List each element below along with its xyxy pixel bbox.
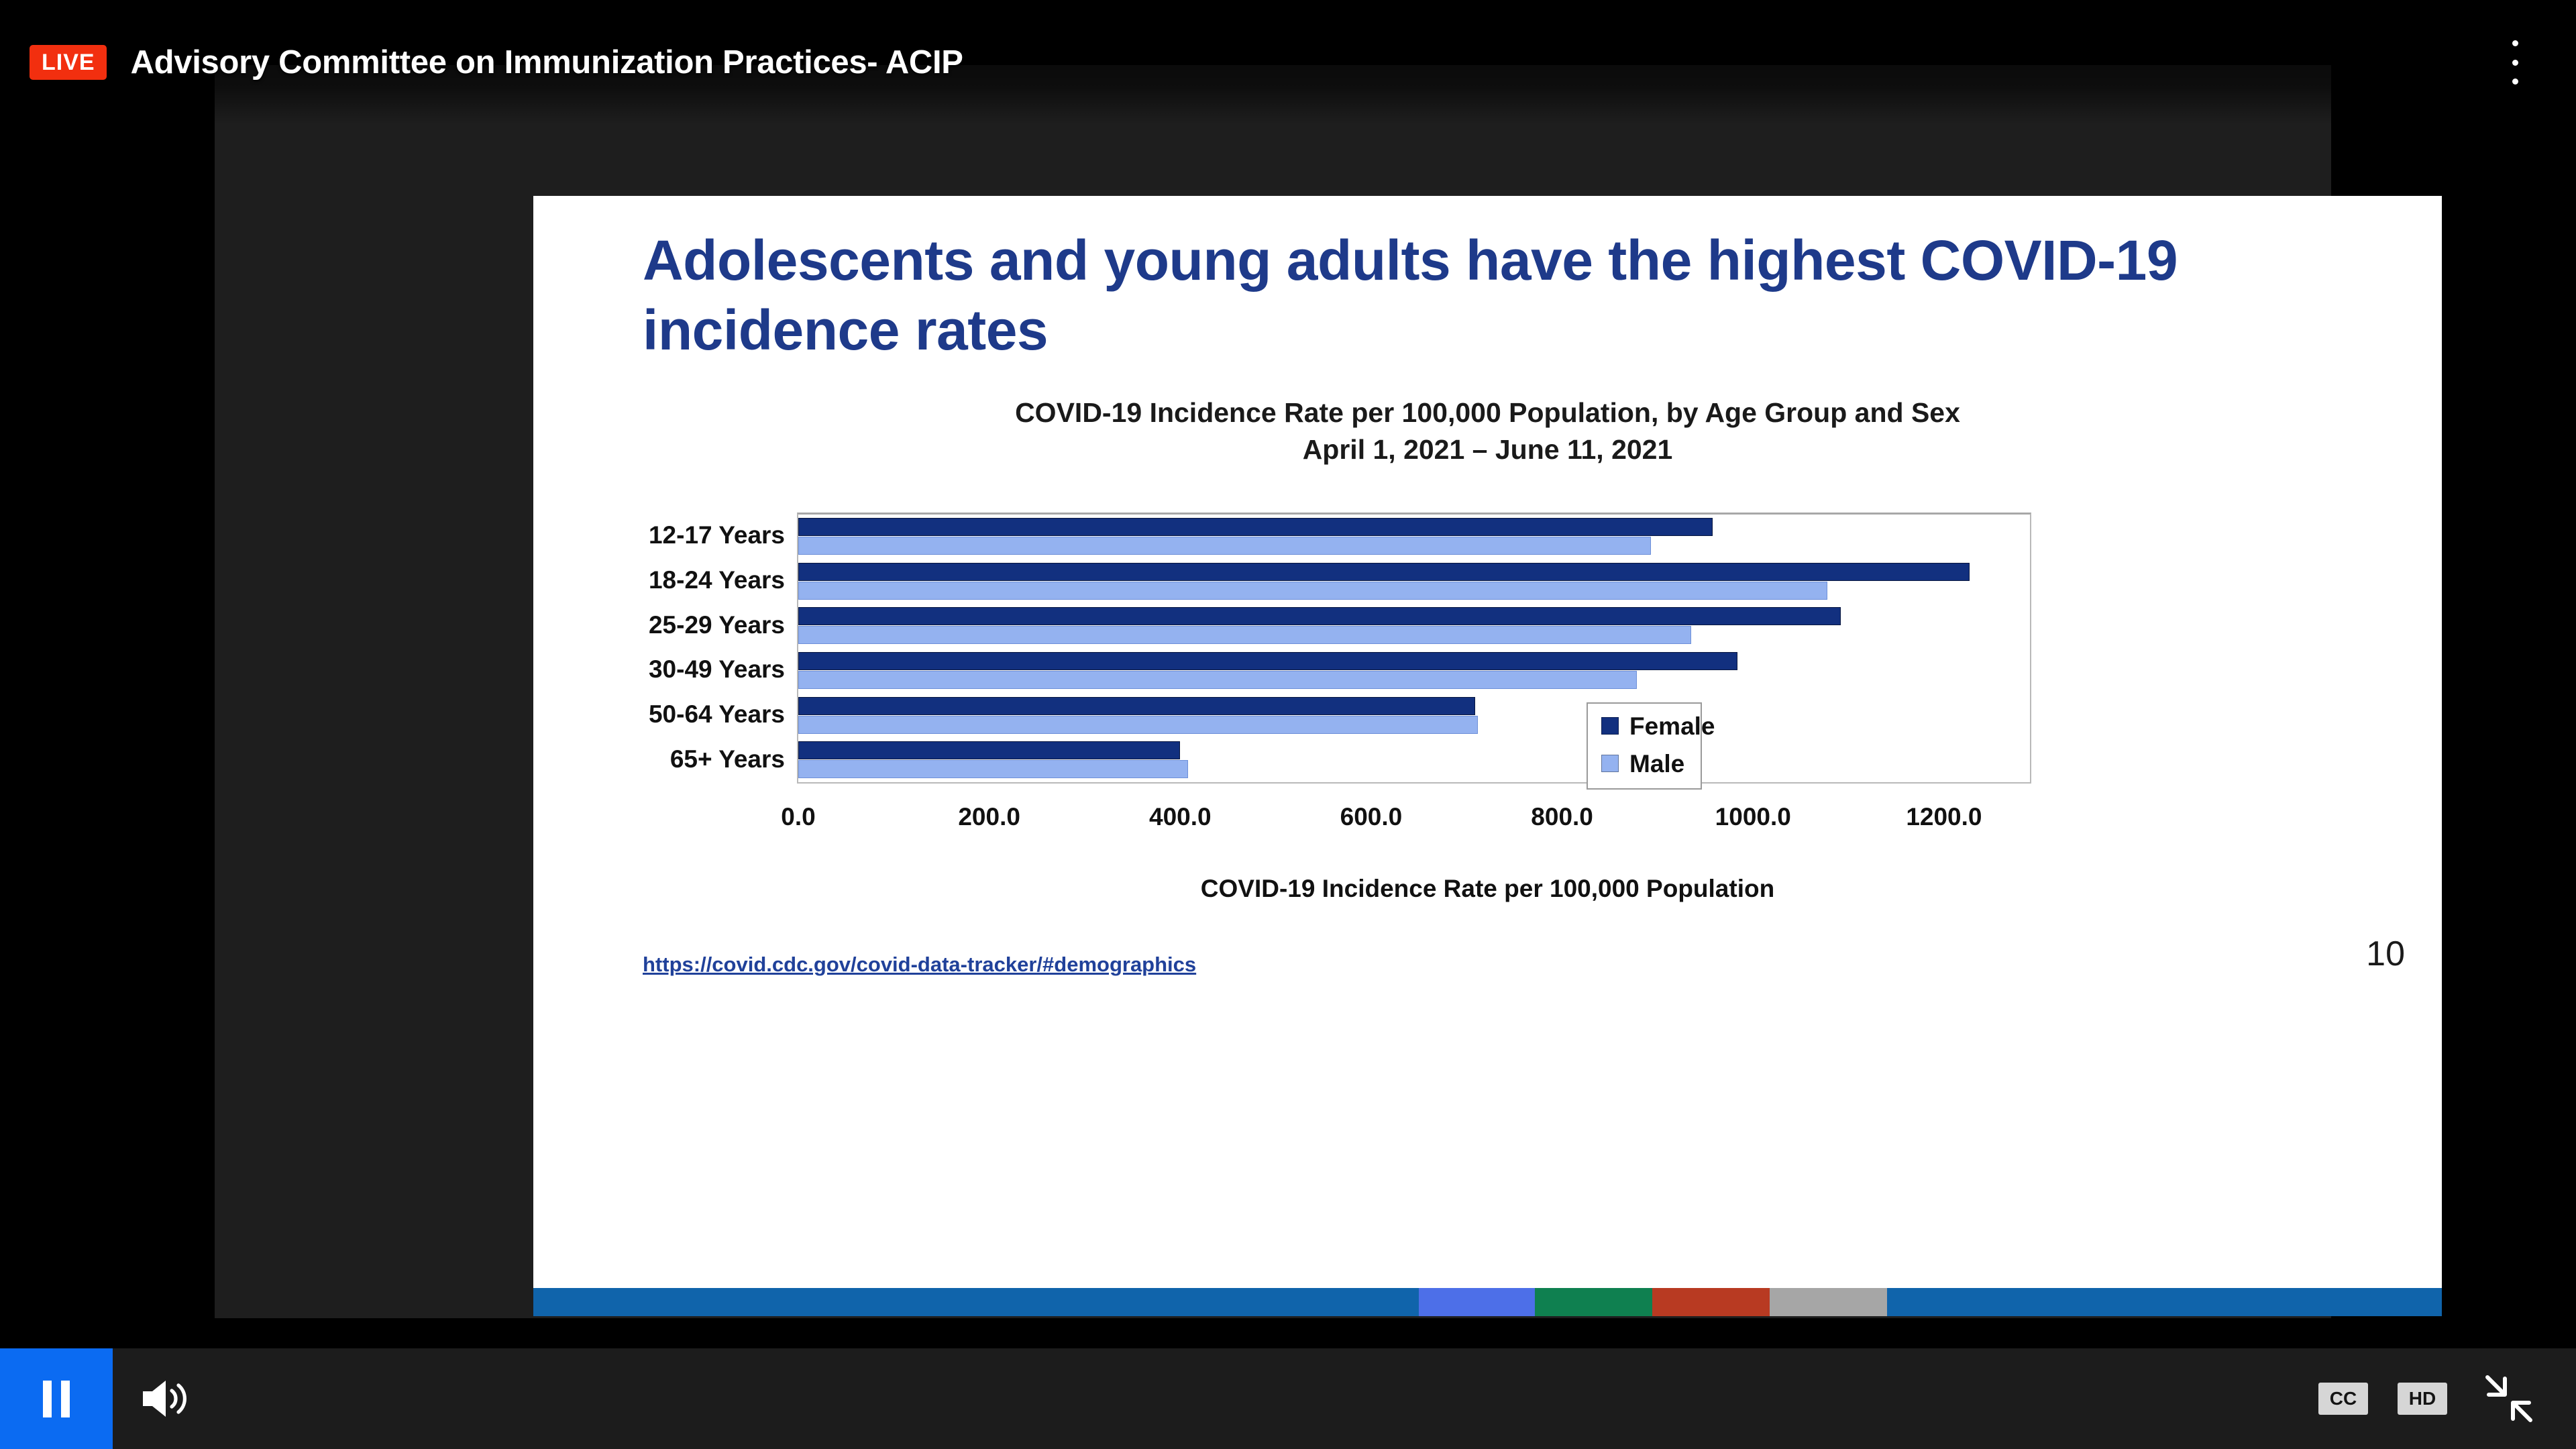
more-options-icon[interactable] [2496, 34, 2534, 91]
volume-button[interactable] [113, 1348, 220, 1449]
chart-bars-layer [798, 514, 2030, 782]
player-top-bar: LIVE Advisory Committee on Immunization … [0, 0, 2576, 124]
pause-icon-bar-right [61, 1380, 70, 1417]
category-label-50-64-years: 50-64 Years [648, 700, 785, 728]
presentation-slide: Adolescents and young adults have the hi… [533, 196, 2442, 1316]
chart-x-axis-title: COVID-19 Incidence Rate per 100,000 Popu… [1200, 875, 1775, 902]
kebab-dot-2 [2512, 59, 2518, 66]
x-tick-600-0: 600.0 [1340, 803, 1403, 830]
chart-subtitle: April 1, 2021 – June 11, 2021 [1302, 433, 1673, 465]
category-label-30-49-years: 30-49 Years [648, 655, 785, 684]
chart-title: COVID-19 Incidence Rate per 100,000 Popu… [533, 394, 2442, 468]
band-periwinkle [1419, 1288, 1535, 1316]
bar-30-49-years-male [798, 670, 1637, 689]
closed-captions-button[interactable]: CC [2318, 1383, 2368, 1415]
x-tick-800-0: 800.0 [1531, 803, 1593, 830]
live-badge: LIVE [30, 44, 107, 80]
video-title: Advisory Committee on Immunization Pract… [130, 44, 963, 80]
bar-50-64-years-male [798, 715, 1479, 734]
video-surface[interactable]: Adolescents and young adults have the hi… [0, 0, 2576, 1395]
bar-12-17-years-male [798, 536, 1651, 555]
x-tick-1000-0: 1000.0 [1715, 803, 1791, 830]
legend-swatch-male-icon [1601, 755, 1619, 772]
bar-65-years-female [798, 741, 1181, 760]
legend-item-male: Male [1601, 749, 1701, 777]
band-gray [1770, 1288, 1887, 1316]
x-tick-0-0: 0.0 [781, 803, 816, 830]
bar-18-24-years-female [798, 562, 1970, 581]
band-green [1535, 1288, 1652, 1316]
slide-title-line-1: Adolescents and young adults have the hi… [643, 229, 2178, 292]
volume-high-icon [143, 1381, 186, 1417]
category-label-12-17-years: 12-17 Years [648, 521, 785, 549]
x-tick-200-0: 200.0 [958, 803, 1020, 830]
category-label-65-years: 65+ Years [669, 745, 785, 773]
bar-65-years-male [798, 760, 1188, 779]
bar-18-24-years-male [798, 581, 1828, 600]
band-blue-end [1887, 1288, 2442, 1316]
band-red [1652, 1288, 1770, 1316]
legend-label-male: Male [1629, 749, 1685, 777]
video-frame: Adolescents and young adults have the hi… [215, 65, 2442, 1318]
bar-30-49-years-female [798, 651, 1738, 670]
kebab-dot-1 [2512, 40, 2518, 46]
category-label-25-29-years: 25-29 Years [648, 610, 785, 639]
x-tick-400-0: 400.0 [1149, 803, 1212, 830]
band-blue-main [533, 1288, 1419, 1316]
category-label-18-24-years: 18-24 Years [648, 566, 785, 594]
exit-fullscreen-button[interactable] [2477, 1366, 2541, 1431]
legend-label-female: Female [1629, 712, 1715, 740]
kebab-dot-3 [2512, 78, 2518, 85]
slide-footer-color-band [533, 1288, 2442, 1316]
bar-50-64-years-female [798, 696, 1476, 715]
pause-button[interactable] [0, 1348, 113, 1449]
slide-title-line-2: incidence rates [643, 299, 1049, 362]
slide-number: 10 [2366, 934, 2405, 973]
chart-legend: Female Male [1587, 702, 1715, 790]
chart-title-line: COVID-19 Incidence Rate per 100,000 Popu… [1015, 397, 1960, 428]
player-control-bar: CC HD [0, 1348, 2576, 1449]
hd-quality-button[interactable]: HD [2398, 1383, 2447, 1415]
bar-25-29-years-female [798, 607, 1841, 626]
slide-title: Adolescents and young adults have the hi… [643, 225, 2286, 365]
chart-plot-frame [797, 513, 2031, 784]
source-url-link[interactable]: https://covid.cdc.gov/covid-data-tracker… [643, 953, 1197, 976]
bar-25-29-years-male [798, 626, 1691, 645]
legend-swatch-female-icon [1601, 717, 1619, 735]
bar-12-17-years-female [798, 517, 1713, 536]
pause-icon-bar-left [43, 1380, 52, 1417]
exit-fullscreen-icon [2485, 1375, 2532, 1422]
x-tick-1200-0: 1200.0 [1906, 803, 1982, 830]
legend-item-female: Female [1601, 714, 1715, 739]
